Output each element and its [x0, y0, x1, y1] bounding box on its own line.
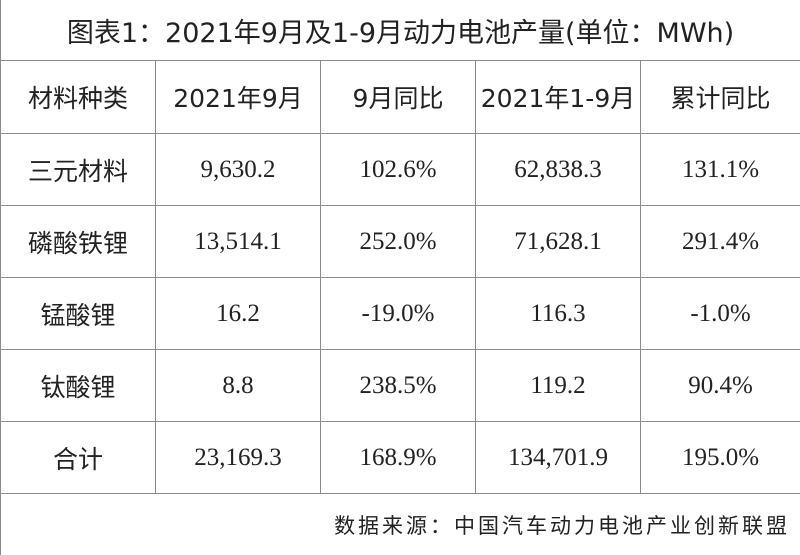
source-row: 数据来源：中国汽车动力电池产业创新联盟 [0, 493, 800, 555]
table-cell: 195.0% [639, 421, 800, 494]
table-cell: 131.1% [639, 133, 800, 206]
column-header: 2021年1-9月 [475, 60, 641, 134]
table-row: 三元材料 9,630.2 102.6% 62,838.3 131.1% [0, 133, 800, 206]
column-header: 9月同比 [320, 60, 476, 134]
table-cell: 168.9% [320, 421, 476, 494]
table-cell: 62,838.3 [475, 133, 641, 206]
table-body: 三元材料 9,630.2 102.6% 62,838.3 131.1% 磷酸铁锂 13,51… [0, 133, 800, 494]
row-label: 锰酸锂 [0, 277, 156, 350]
column-header: 累计同比 [639, 60, 800, 134]
table-cell: -19.0% [320, 277, 476, 350]
row-label: 三元材料 [0, 133, 156, 206]
table-cell: 134,701.9 [475, 421, 641, 494]
table-cell: 116.3 [475, 277, 641, 350]
table-head: 图表1：2021年9月及1-9月动力电池产量(单位：MWh) 材料种类 2021年… [0, 0, 800, 134]
table-cell: 291.4% [639, 205, 800, 278]
table-cell: 71,628.1 [475, 205, 641, 278]
table-cell: 9,630.2 [155, 133, 321, 206]
title-row: 图表1：2021年9月及1-9月动力电池产量(单位：MWh) [0, 0, 800, 61]
table-foot: 数据来源：中国汽车动力电池产业创新联盟 [0, 493, 800, 555]
source-note: 数据来源：中国汽车动力电池产业创新联盟 [0, 493, 800, 555]
table-cell: 238.5% [320, 349, 476, 422]
column-header: 材料种类 [0, 60, 156, 134]
column-header: 2021年9月 [155, 60, 321, 134]
table-title: 图表1：2021年9月及1-9月动力电池产量(单位：MWh) [0, 0, 800, 61]
table-row: 合计 23,169.3 168.9% 134,701.9 195.0% [0, 421, 800, 494]
table-row: 锰酸锂 16.2 -19.0% 116.3 -1.0% [0, 277, 800, 350]
table-cell: 13,514.1 [155, 205, 321, 278]
table-cell: 8.8 [155, 349, 321, 422]
table-cell: 119.2 [475, 349, 641, 422]
row-label: 磷酸铁锂 [0, 205, 156, 278]
row-label: 钛酸锂 [0, 349, 156, 422]
table-cell: -1.0% [639, 277, 800, 350]
table-row: 钛酸锂 8.8 238.5% 119.2 90.4% [0, 349, 800, 422]
table-cell: 252.0% [320, 205, 476, 278]
table-cell: 16.2 [155, 277, 321, 350]
table-cell: 90.4% [639, 349, 800, 422]
table-cell: 23,169.3 [155, 421, 321, 494]
table-row: 磷酸铁锂 13,514.1 252.0% 71,628.1 291.4% [0, 205, 800, 278]
row-label: 合计 [0, 421, 156, 494]
header-row: 材料种类 2021年9月 9月同比 2021年1-9月 累计同比 [0, 60, 800, 134]
table-cell: 102.6% [320, 133, 476, 206]
